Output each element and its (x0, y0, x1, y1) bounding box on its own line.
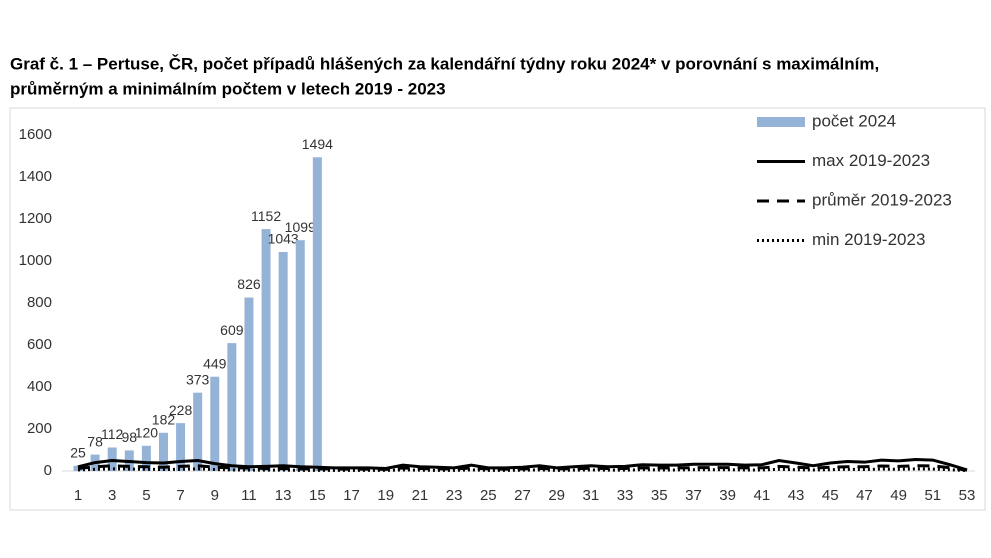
y-tick-label: 1200 (19, 210, 52, 227)
legend-label: min 2019-2023 (812, 230, 925, 249)
bar (176, 423, 186, 471)
data-label: 1043 (268, 231, 299, 247)
y-tick-label: 1400 (19, 168, 52, 185)
x-tick-label: 9 (211, 487, 219, 504)
x-tick-label: 43 (788, 487, 805, 504)
data-label: 182 (152, 411, 176, 427)
data-label: 120 (135, 425, 159, 441)
data-label: 228 (169, 402, 193, 418)
x-tick-label: 45 (822, 487, 839, 504)
x-tick-label: 25 (480, 487, 497, 504)
chart-title: Graf č. 1 – Pertuse, ČR, počet případů h… (10, 54, 879, 73)
y-tick-label: 400 (27, 378, 52, 395)
legend-swatch (757, 117, 805, 127)
bar (295, 240, 305, 471)
bar (158, 432, 168, 471)
data-label: 1494 (302, 136, 333, 152)
chart-subtitle: průměrným a minimálním počtem v letech 2… (10, 79, 446, 98)
data-label: 78 (87, 433, 103, 449)
x-tick-label: 31 (583, 487, 600, 504)
y-tick-label: 200 (27, 420, 52, 437)
x-tick-label: 11 (241, 487, 257, 504)
legend-label: max 2019-2023 (812, 151, 930, 170)
x-tick-label: 17 (343, 487, 360, 504)
y-tick-label: 1000 (19, 252, 52, 269)
y-tick-label: 1600 (19, 126, 52, 143)
x-tick-label: 33 (617, 487, 634, 504)
data-label: 826 (237, 276, 261, 292)
x-tick-label: 53 (959, 487, 976, 504)
x-tick-label: 23 (446, 487, 463, 504)
x-tick-label: 41 (754, 487, 771, 504)
bar (312, 157, 322, 471)
data-label: 449 (203, 355, 227, 371)
legend-label: počet 2024 (812, 111, 896, 130)
data-label: 373 (186, 371, 210, 387)
data-label: 1152 (251, 208, 281, 224)
x-tick-label: 13 (275, 487, 292, 504)
bar (278, 251, 288, 471)
legend-label: průměr 2019-2023 (812, 190, 952, 209)
x-tick-label: 27 (514, 487, 531, 504)
bar (141, 445, 151, 471)
chart-frame (9, 107, 986, 511)
x-tick-label: 39 (719, 487, 736, 504)
x-tick-label: 29 (548, 487, 565, 504)
x-tick-label: 19 (377, 487, 394, 504)
x-tick-label: 1 (74, 487, 82, 504)
x-tick-label: 5 (142, 487, 150, 504)
line (77, 467, 968, 473)
x-tick-label: 35 (651, 487, 668, 504)
x-tick-label: 49 (890, 487, 907, 504)
y-tick-label: 600 (27, 336, 52, 353)
y-tick-label: 0 (44, 462, 52, 479)
bar (244, 297, 254, 471)
data-label: 98 (121, 429, 137, 445)
bar (193, 392, 203, 471)
x-tick-label: 47 (856, 487, 873, 504)
data-label: 25 (70, 444, 86, 460)
data-label: 609 (220, 322, 244, 338)
x-tick-label: 37 (685, 487, 702, 504)
x-tick-label: 7 (176, 487, 184, 504)
x-tick-label: 21 (412, 487, 429, 504)
x-tick-label: 3 (108, 487, 116, 504)
data-label: 1099 (285, 219, 316, 235)
bar (261, 229, 271, 471)
x-tick-label: 15 (309, 487, 326, 504)
bar (210, 376, 220, 471)
line (77, 464, 968, 472)
line (77, 457, 968, 472)
y-tick-label: 800 (27, 294, 52, 311)
x-tick-label: 51 (924, 487, 941, 504)
bar (227, 343, 237, 471)
data-label: 112 (101, 426, 124, 442)
